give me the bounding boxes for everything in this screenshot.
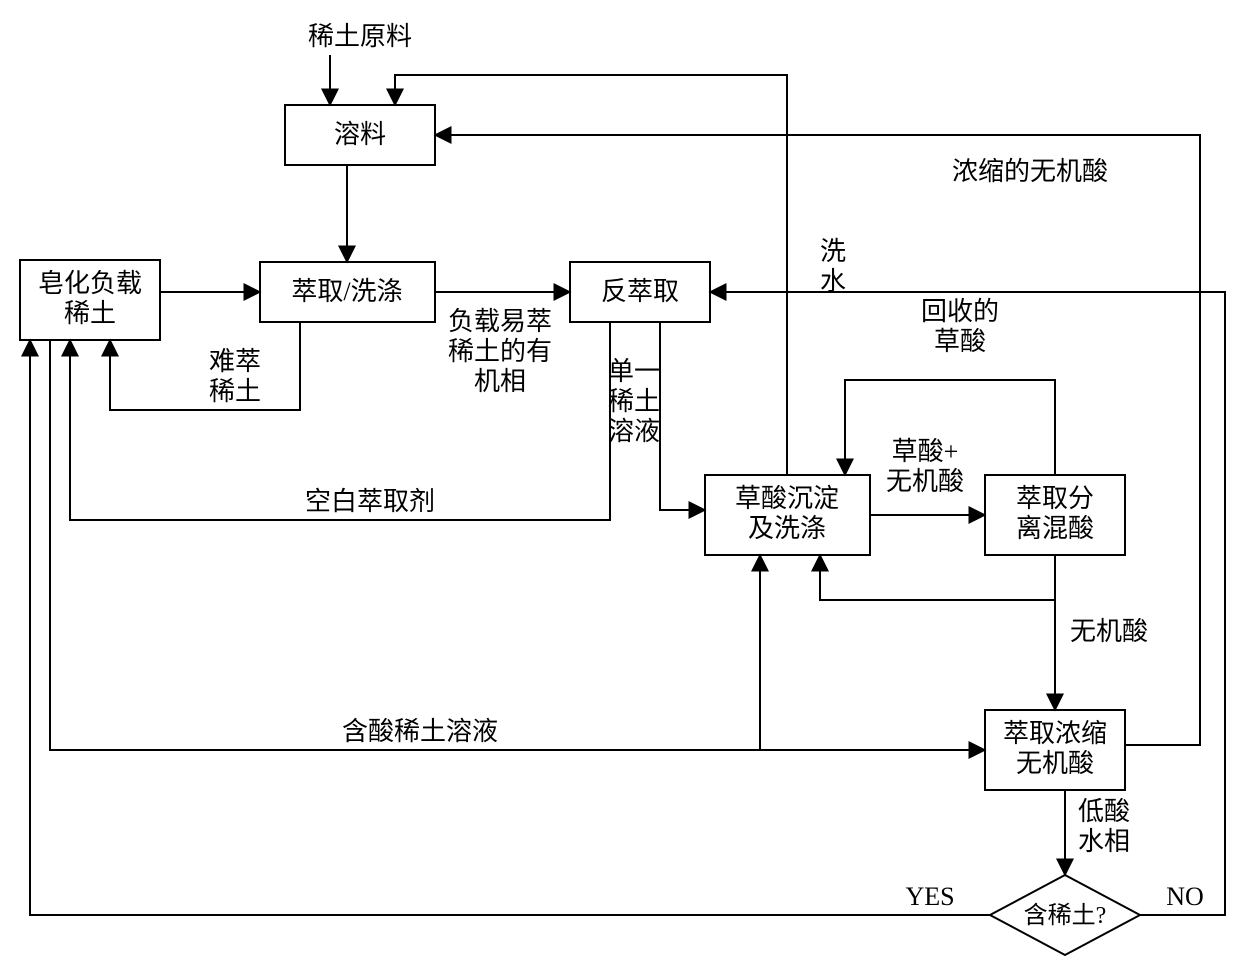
label-recov-oxalic-1: 回收的: [921, 297, 999, 326]
label-single-re-2: 稀土: [608, 387, 660, 416]
label-loaded-org-3: 机相: [474, 367, 526, 396]
node-oxalic-precip-label-1: 草酸沉淀: [735, 484, 839, 513]
label-acid-re-soln: 含酸稀土溶液: [342, 717, 498, 746]
label-single-re-3: 溶液: [608, 417, 660, 446]
node-sep-mixacid-label-1: 萃取分: [1016, 484, 1094, 513]
label-loaded-org-2: 稀土的有: [448, 337, 552, 366]
label-hard-re-1: 难萃: [209, 347, 261, 376]
node-extract-wash-label: 萃取/洗涤: [291, 277, 402, 306]
node-saponified-label-2: 稀土: [64, 299, 116, 328]
node-dissolve-label: 溶料: [334, 120, 386, 149]
node-conc-acid-label-2: 无机酸: [1016, 749, 1094, 778]
label-oxal-plus-1: 草酸+: [892, 437, 959, 466]
label-hard-re-2: 稀土: [209, 377, 261, 406]
label-washwater-1: 洗: [820, 237, 846, 266]
node-raw-material: 稀土原料: [308, 22, 412, 51]
label-low-acid-2: 水相: [1078, 827, 1130, 856]
label-no: NO: [1166, 882, 1204, 911]
label-low-acid-1: 低酸: [1078, 797, 1130, 826]
label-yes: YES: [905, 882, 954, 911]
edge-conc-acid-return: [435, 135, 1200, 745]
node-saponified-label-1: 皂化负载: [38, 269, 142, 298]
node-oxalic-precip-label-2: 及洗涤: [748, 514, 826, 543]
label-inorg-acid: 无机酸: [1070, 617, 1148, 646]
edge-inorg-to-oxal: [820, 555, 1055, 600]
label-blank-ext: 空白萃取剂: [305, 487, 435, 516]
label-single-re-1: 单一: [608, 357, 660, 386]
label-oxal-plus-2: 无机酸: [886, 467, 964, 496]
node-back-extract-label: 反萃取: [601, 277, 679, 306]
node-conc-acid-label-1: 萃取浓缩: [1003, 719, 1107, 748]
label-conc-acid: 浓缩的无机酸: [952, 157, 1108, 186]
label-recov-oxalic-2: 草酸: [934, 327, 986, 356]
label-loaded-org-1: 负载易萃: [448, 307, 552, 336]
edge-back-to-oxal: [660, 322, 705, 510]
node-sep-mixacid-label-2: 离混酸: [1016, 514, 1094, 543]
node-decision-label: 含稀土?: [1024, 902, 1107, 929]
